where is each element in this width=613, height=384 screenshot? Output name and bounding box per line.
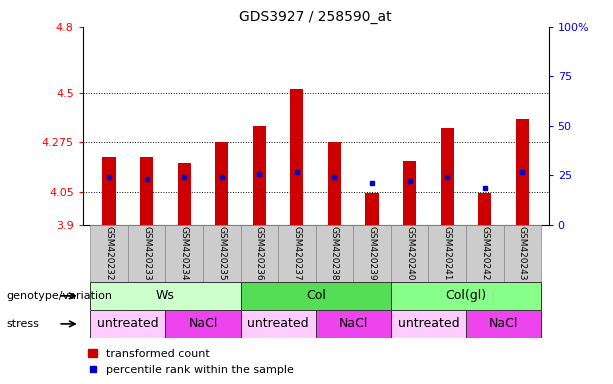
Bar bbox=[128, 225, 166, 282]
Text: GSM420241: GSM420241 bbox=[443, 226, 452, 281]
Bar bbox=[316, 310, 391, 338]
Text: untreated: untreated bbox=[247, 318, 309, 330]
Bar bbox=[166, 310, 240, 338]
Text: GSM420237: GSM420237 bbox=[292, 226, 302, 281]
Bar bbox=[278, 225, 316, 282]
Bar bbox=[403, 161, 416, 225]
Bar bbox=[466, 225, 503, 282]
Text: Ws: Ws bbox=[156, 290, 175, 302]
Bar bbox=[102, 157, 116, 225]
Bar bbox=[441, 128, 454, 225]
Text: GSM420232: GSM420232 bbox=[105, 226, 113, 281]
Bar bbox=[90, 310, 166, 338]
Bar bbox=[353, 225, 391, 282]
Text: stress: stress bbox=[6, 319, 39, 329]
Bar bbox=[365, 193, 379, 225]
Bar bbox=[478, 193, 492, 225]
Text: Col: Col bbox=[306, 290, 326, 302]
Text: NaCl: NaCl bbox=[489, 318, 518, 330]
Bar bbox=[178, 163, 191, 225]
Text: GSM420239: GSM420239 bbox=[368, 226, 376, 281]
Bar bbox=[428, 225, 466, 282]
Bar bbox=[166, 225, 203, 282]
Bar bbox=[240, 282, 391, 310]
Bar bbox=[503, 225, 541, 282]
Bar bbox=[328, 142, 341, 225]
Legend: transformed count, percentile rank within the sample: transformed count, percentile rank withi… bbox=[88, 349, 294, 375]
Text: GSM420242: GSM420242 bbox=[480, 226, 489, 281]
Text: NaCl: NaCl bbox=[188, 318, 218, 330]
Bar bbox=[140, 157, 153, 225]
Text: GSM420240: GSM420240 bbox=[405, 226, 414, 281]
Bar bbox=[291, 89, 303, 225]
Bar bbox=[240, 225, 278, 282]
Bar bbox=[466, 310, 541, 338]
Bar bbox=[391, 282, 541, 310]
Text: untreated: untreated bbox=[398, 318, 459, 330]
Bar bbox=[240, 310, 316, 338]
Bar bbox=[316, 225, 353, 282]
Text: GSM420233: GSM420233 bbox=[142, 226, 151, 281]
Text: untreated: untreated bbox=[97, 318, 159, 330]
Bar bbox=[391, 225, 428, 282]
Text: GSM420235: GSM420235 bbox=[217, 226, 226, 281]
Bar bbox=[215, 142, 229, 225]
Text: GSM420243: GSM420243 bbox=[518, 226, 527, 281]
Text: Col(gl): Col(gl) bbox=[446, 290, 487, 302]
Text: genotype/variation: genotype/variation bbox=[6, 291, 112, 301]
Bar bbox=[203, 225, 240, 282]
Text: GSM420238: GSM420238 bbox=[330, 226, 339, 281]
Title: GDS3927 / 258590_at: GDS3927 / 258590_at bbox=[240, 10, 392, 25]
Bar bbox=[391, 310, 466, 338]
Bar bbox=[516, 119, 529, 225]
Text: GSM420234: GSM420234 bbox=[180, 226, 189, 281]
Text: GSM420236: GSM420236 bbox=[255, 226, 264, 281]
Text: NaCl: NaCl bbox=[338, 318, 368, 330]
Bar bbox=[253, 126, 266, 225]
Bar bbox=[90, 225, 128, 282]
Bar bbox=[90, 282, 240, 310]
